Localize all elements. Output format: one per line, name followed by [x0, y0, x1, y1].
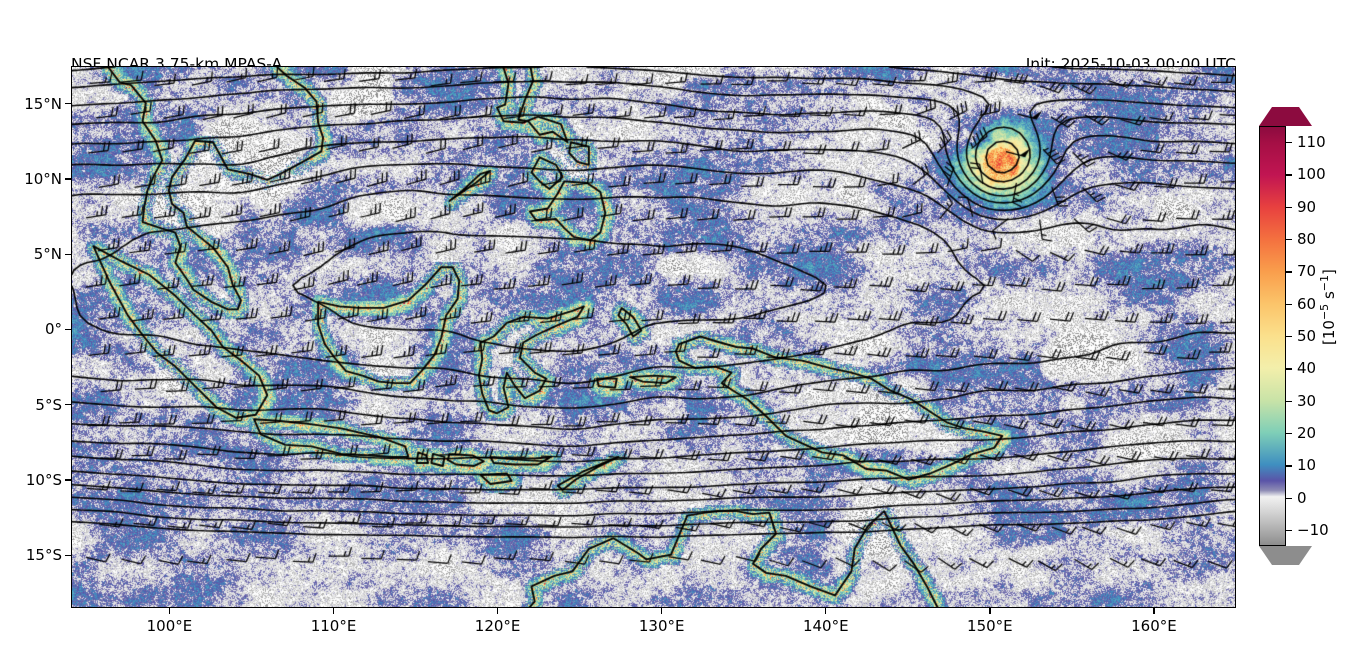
colorbar-tick-label: 30	[1297, 391, 1317, 410]
colorbar-tick-label: −10	[1297, 520, 1329, 539]
colorbar-tick-label: 20	[1297, 423, 1317, 442]
colorbar-tick-label: 80	[1297, 230, 1317, 249]
cb-unit-suffix: ]	[1320, 269, 1338, 276]
x-axis-tick-label: 110°E	[310, 617, 357, 635]
y-axis-tick-label: 5°N	[33, 245, 62, 264]
colorbar-tick-mark	[1286, 432, 1292, 435]
colorbar-tick-mark	[1286, 206, 1292, 209]
colorbar-tick-label: 60	[1297, 294, 1317, 313]
y-axis-tick-label: 10°N	[24, 169, 62, 188]
y-axis-tick-mark	[65, 554, 71, 556]
colorbar[interactable]: 110 100 90 80 70 60 50 40 30 20 10 0 −10	[1259, 107, 1329, 565]
x-axis-tick-label: 130°E	[638, 617, 685, 635]
x-axis-tick-label: 150°E	[967, 617, 1013, 635]
wind-barb-layer	[72, 67, 1235, 607]
y-axis-tick-label: 5°S	[35, 395, 62, 414]
colorbar-extend-min-arrow	[1259, 546, 1312, 565]
colorbar-extend-max-arrow	[1259, 107, 1312, 126]
colorbar-tick-label: 110	[1297, 133, 1326, 152]
x-axis-tick-mark	[825, 608, 827, 614]
map-plot-area[interactable]	[71, 66, 1236, 608]
cb-unit-mid: s	[1320, 291, 1338, 304]
colorbar-tick-mark	[1286, 368, 1292, 370]
colorbar-tick-label: 70	[1297, 262, 1317, 281]
y-axis-tick-label: 15°N	[24, 94, 62, 113]
x-axis-tick-label: 100°E	[146, 617, 193, 635]
cb-unit-exp-2: −1	[1318, 275, 1331, 292]
colorbar-tick-label: 90	[1297, 197, 1317, 216]
cb-unit-prefix: [10	[1320, 320, 1338, 345]
y-axis-tick-mark	[65, 178, 71, 180]
y-axis-tick-label: 0°	[44, 320, 62, 339]
x-axis-tick-mark	[1153, 608, 1155, 614]
x-axis-tick-label: 160°E	[1131, 617, 1177, 635]
colorbar-tick-mark	[1286, 529, 1292, 532]
colorbar-tick-label: 50	[1297, 327, 1317, 345]
y-axis-tick-label: 10°S	[25, 471, 62, 490]
colorbar-tick-mark	[1286, 497, 1292, 499]
x-axis-tick-label: 120°E	[474, 617, 521, 635]
x-axis-tick-mark	[332, 608, 335, 614]
colorbar-tick-label: 40	[1297, 359, 1317, 378]
colorbar-tick-mark	[1286, 142, 1292, 144]
y-axis-tick-mark	[65, 103, 71, 105]
x-axis-tick-mark	[661, 608, 663, 614]
y-axis-tick-mark	[65, 479, 71, 481]
y-axis-tick-mark	[65, 253, 71, 255]
colorbar-unit-label: [10−5 s−1]	[1318, 269, 1338, 345]
colorbar-tick-mark	[1286, 465, 1292, 467]
x-axis-tick-mark	[168, 608, 171, 614]
colorbar-tick-mark	[1286, 239, 1292, 241]
colorbar-tick-label: 0	[1297, 488, 1307, 507]
cb-unit-exp-1: −5	[1318, 303, 1331, 321]
y-axis-tick-mark	[65, 404, 71, 406]
colorbar-tick-mark	[1286, 303, 1292, 305]
colorbar-tick-label: 100	[1297, 165, 1326, 184]
colorbar-gradient	[1259, 126, 1286, 546]
y-axis-tick-label: 15°S	[25, 546, 62, 565]
x-axis-tick-mark	[497, 608, 499, 614]
colorbar-tick-mark	[1286, 336, 1292, 338]
y-axis-tick-mark	[65, 328, 71, 331]
x-axis-tick-mark	[989, 608, 991, 614]
colorbar-tick-mark	[1286, 400, 1292, 402]
colorbar-tick-mark	[1286, 271, 1292, 273]
colorbar-tick-mark	[1286, 174, 1292, 176]
x-axis-tick-label: 140°E	[802, 617, 849, 635]
colorbar-tick-label: 10	[1297, 456, 1317, 475]
